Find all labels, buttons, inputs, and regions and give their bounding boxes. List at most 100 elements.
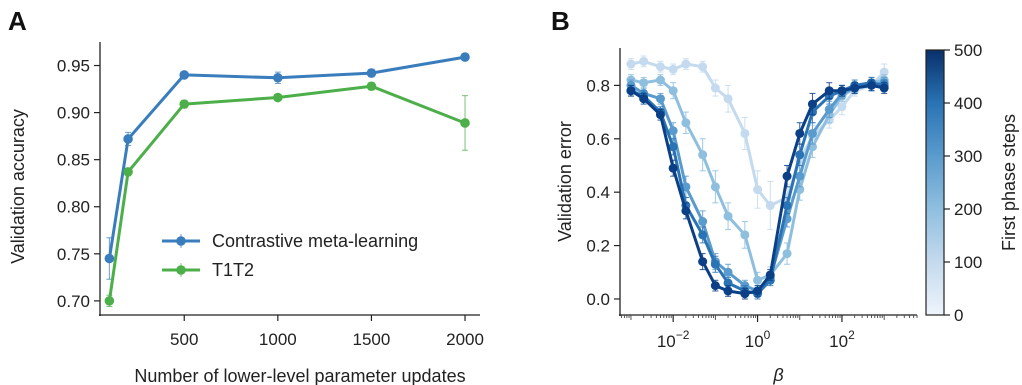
panel-letter-b: B [551, 6, 570, 36]
data-point [655, 110, 665, 120]
data-point [668, 142, 678, 152]
data-point [807, 99, 817, 109]
data-point [807, 128, 817, 138]
data-point [782, 171, 792, 181]
y-axis-label-b: Validation error [555, 121, 575, 242]
series-b-4 [626, 79, 889, 300]
colorbar-tick-label: 100 [954, 253, 982, 272]
data-point [655, 62, 665, 72]
data-point [179, 99, 190, 109]
data-point [626, 86, 636, 96]
ytick-label-a: 0.95 [57, 57, 90, 76]
data-point [123, 134, 133, 144]
data-point [698, 230, 708, 240]
data-point [753, 185, 763, 195]
data-point [740, 289, 750, 299]
colorbar-tick-label: 300 [954, 147, 982, 166]
data-point [723, 94, 733, 104]
data-point [866, 80, 876, 90]
ytick-label-a: 0.80 [57, 198, 90, 217]
legend-label: Contrastive meta-learning [212, 231, 418, 251]
data-point [795, 171, 805, 181]
data-point [740, 230, 750, 240]
x-axis-label-b: β [772, 365, 783, 385]
xtick-label-b: 102 [829, 328, 855, 351]
data-point [753, 275, 763, 285]
legend-label: T1T2 [212, 260, 254, 280]
ytick-label-a: 0.75 [57, 245, 90, 264]
data-point [782, 249, 792, 259]
data-point [639, 78, 649, 88]
data-point [879, 83, 889, 93]
colorbar [925, 49, 945, 316]
data-point [824, 104, 834, 114]
ytick-label-b: 0.2 [586, 237, 610, 256]
xtick-label-a: 1000 [259, 330, 297, 349]
panel-letter-a: A [8, 6, 27, 36]
data-point [795, 150, 805, 160]
series-line [107, 55, 466, 259]
data-point [782, 201, 792, 211]
data-point [123, 167, 133, 177]
y-axis-label-a: Validation accuracy [8, 109, 28, 264]
data-point [655, 94, 665, 104]
ytick-label-b: 0.6 [586, 130, 610, 149]
colorbar-tick-label: 200 [954, 200, 982, 219]
colorbar-tick-label: 0 [954, 306, 963, 325]
data-point [273, 72, 283, 83]
data-point [273, 92, 283, 103]
ytick-label-b: 0.4 [586, 183, 610, 202]
data-point [668, 126, 678, 136]
data-point [639, 94, 649, 104]
data-point [723, 286, 733, 296]
data-point [795, 128, 805, 138]
data-point [366, 68, 377, 78]
series-a-0 [104, 52, 470, 280]
data-point [179, 70, 190, 80]
ytick-label-a: 0.90 [57, 104, 90, 123]
data-point [740, 128, 750, 138]
colorbar-tick-label: 500 [954, 41, 982, 60]
x-axis-label-a: Number of lower-level parameter updates [134, 366, 465, 385]
data-point [366, 81, 377, 92]
data-point [104, 296, 115, 306]
data-point [668, 163, 678, 173]
data-point [837, 102, 847, 112]
ytick-label-b: 0.8 [586, 76, 610, 95]
xtick-label-a: 1500 [353, 330, 391, 349]
data-point [710, 281, 720, 291]
data-point [753, 286, 763, 296]
data-point [668, 86, 678, 96]
data-point [824, 86, 834, 96]
data-point [850, 83, 860, 93]
ytick-label-b: 0.0 [586, 290, 610, 309]
data-point [104, 253, 115, 264]
legend-marker [176, 236, 186, 246]
colorbar-tick-label: 400 [954, 94, 982, 113]
data-point [626, 59, 636, 69]
data-point [681, 118, 691, 128]
legend-marker [176, 265, 186, 275]
data-point [710, 83, 720, 93]
data-point [698, 257, 708, 267]
data-point [698, 62, 708, 72]
data-point [710, 259, 720, 269]
data-point [837, 86, 847, 96]
xtick-label-b: 100 [745, 328, 771, 351]
data-point [723, 267, 733, 277]
xtick-label-a: 500 [170, 330, 198, 349]
ytick-label-a: 0.85 [57, 151, 90, 170]
data-point [710, 182, 720, 192]
data-point [655, 75, 665, 85]
data-point [460, 52, 470, 62]
data-point [460, 118, 470, 128]
data-point [639, 56, 649, 66]
data-point [668, 64, 678, 74]
ytick-label-a: 0.70 [57, 292, 90, 311]
data-point [698, 217, 708, 227]
xtick-label-b: 10−2 [657, 328, 690, 351]
colorbar-label: First phase steps [999, 114, 1019, 251]
series-a-1 [104, 81, 470, 308]
data-point [698, 150, 708, 160]
